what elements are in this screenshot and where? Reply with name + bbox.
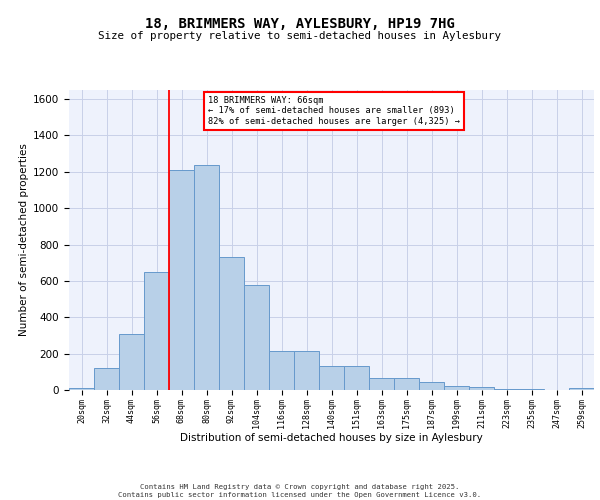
Bar xyxy=(394,378,419,390)
Text: 18, BRIMMERS WAY, AYLESBURY, HP19 7HG: 18, BRIMMERS WAY, AYLESBURY, HP19 7HG xyxy=(145,18,455,32)
Bar xyxy=(144,272,169,390)
X-axis label: Distribution of semi-detached houses by size in Aylesbury: Distribution of semi-detached houses by … xyxy=(180,433,483,443)
Bar xyxy=(469,388,494,390)
Bar xyxy=(419,382,444,390)
Text: Contains HM Land Registry data © Crown copyright and database right 2025.
Contai: Contains HM Land Registry data © Crown c… xyxy=(118,484,482,498)
Y-axis label: Number of semi-detached properties: Number of semi-detached properties xyxy=(19,144,29,336)
Bar xyxy=(569,388,594,390)
Bar xyxy=(194,164,219,390)
Bar xyxy=(94,368,119,390)
Bar xyxy=(269,351,294,390)
Bar xyxy=(494,389,519,390)
Bar xyxy=(169,170,194,390)
Bar xyxy=(444,386,469,390)
Bar xyxy=(69,388,94,390)
Bar xyxy=(244,284,269,390)
Bar xyxy=(294,351,319,390)
Bar xyxy=(119,334,144,390)
Bar xyxy=(369,378,394,390)
Bar xyxy=(319,366,344,390)
Bar xyxy=(344,366,369,390)
Text: Size of property relative to semi-detached houses in Aylesbury: Size of property relative to semi-detach… xyxy=(98,31,502,41)
Bar xyxy=(219,258,244,390)
Text: 18 BRIMMERS WAY: 66sqm
← 17% of semi-detached houses are smaller (893)
82% of se: 18 BRIMMERS WAY: 66sqm ← 17% of semi-det… xyxy=(208,96,460,126)
